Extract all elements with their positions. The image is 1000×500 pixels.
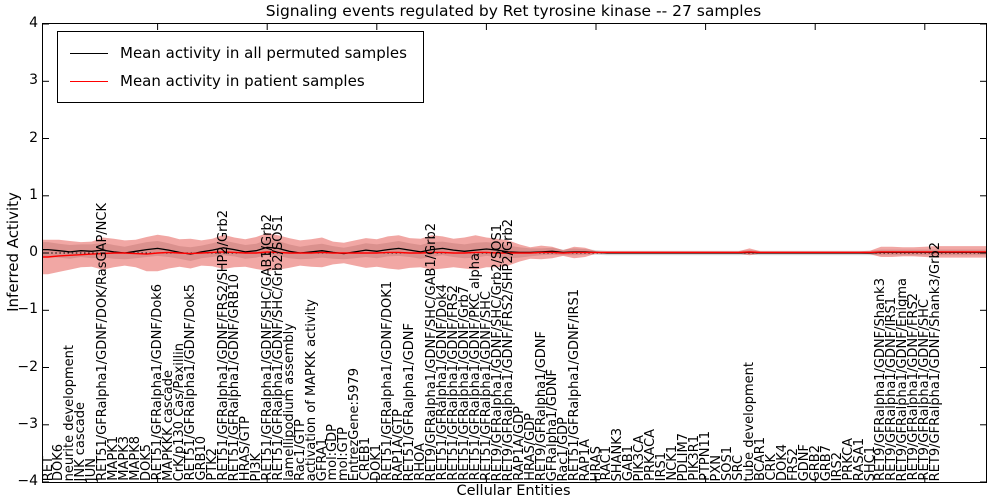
chart-canvas (43, 24, 986, 482)
y-tick-label: −4 (17, 473, 38, 489)
legend-entry-permuted: Mean activity in all permuted samples (70, 39, 407, 67)
legend-line-permuted-icon (70, 52, 108, 54)
y-tick-label: 1 (29, 186, 38, 203)
legend-entry-patient: Mean activity in patient samples (70, 67, 407, 95)
legend-label-patient: Mean activity in patient samples (120, 72, 365, 90)
chart-title: Signaling events regulated by Ret tyrosi… (265, 2, 762, 20)
x-tick-label: RET9/GFRalpha1/GDNF/Shank3/Grb2 (928, 241, 944, 481)
permuted-std-band (43, 239, 986, 261)
patient-mean-line (43, 251, 986, 258)
y-tick-label: 0 (29, 244, 38, 260)
y-tick-label: −3 (17, 415, 38, 432)
legend: Mean activity in all permuted samples Me… (57, 31, 424, 103)
y-tick-label: 2 (29, 129, 38, 146)
y-tick-label: −1 (17, 301, 38, 318)
y-tick-label: 3 (29, 72, 38, 89)
legend-label-permuted: Mean activity in all permuted samples (120, 44, 407, 62)
y-tick-label: 4 (29, 15, 38, 31)
legend-line-patient-icon (70, 80, 108, 82)
plot-area: RET DOK6 neurite development JNK cascade JUN… (41, 23, 987, 483)
x-axis-label: Cellular Entities (456, 483, 571, 499)
y-tick-label: −2 (17, 358, 38, 375)
